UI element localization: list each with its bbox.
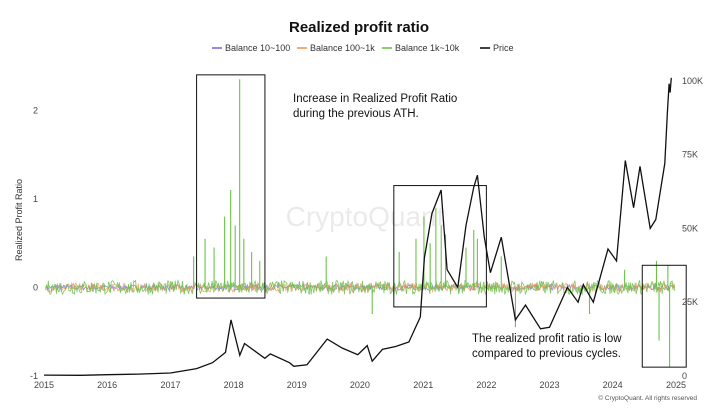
highlight-box (196, 74, 266, 299)
x-tick-label: 2016 (97, 380, 117, 390)
x-tick-label: 2022 (476, 380, 496, 390)
copyright-footer: © CryptoQuant. All rights reserved (598, 394, 697, 402)
annotation-low-line: compared to previous cycles. (472, 348, 621, 360)
x-tick-label: 2018 (224, 380, 244, 390)
y-tick-label: -1 (30, 371, 38, 381)
y-tick-label: 0 (33, 282, 38, 292)
x-tick-label: 2024 (603, 380, 623, 390)
chart-title: Realized profit ratio (289, 19, 429, 36)
legend-label: Balance 1k~10k (395, 43, 460, 53)
y2-tick-label: 25K (682, 297, 698, 307)
y-tick-label: 1 (33, 194, 38, 204)
x-tick-label: 2019 (287, 380, 307, 390)
x-tick-label: 2025 (666, 380, 686, 390)
axes: 2015 2016 2017 2018 2019 2020 2021 2022 2023 2024… (30, 76, 703, 390)
legend: Balance 10~100 Balance 100~1k Balance 1k~1… (212, 43, 514, 53)
highlight-box (393, 185, 487, 308)
x-tick-label: 2015 (34, 380, 54, 390)
y2-tick-label: 100K (682, 76, 703, 86)
y2-tick-label: 50K (682, 223, 698, 233)
x-tick-label: 2020 (350, 380, 370, 390)
y-tick-label: 2 (33, 105, 38, 115)
x-tick-label: 2021 (413, 380, 433, 390)
y2-tick-label: 0 (682, 371, 687, 381)
x-tick-label: 2017 (160, 380, 180, 390)
legend-label: Price (493, 43, 514, 53)
annotation-ath-line: Increase in Realized Profit Ratio (293, 93, 457, 105)
price-line (43, 77, 672, 376)
annotation-ath-line: during the previous ATH. (293, 108, 419, 120)
watermark-text: CryptoQuant (286, 201, 445, 232)
y-axis-title: Realized Profit Ratio (14, 179, 24, 261)
annotation-low-line: The realized profit ratio is low (472, 333, 622, 345)
x-tick-label: 2023 (540, 380, 560, 390)
plot-area: Increase in Realized Profit Ratio during… (43, 74, 687, 376)
legend-label: Balance 10~100 (225, 43, 290, 53)
highlight-box (641, 264, 687, 368)
legend-label: Balance 100~1k (310, 43, 375, 53)
y2-tick-label: 75K (682, 150, 698, 160)
